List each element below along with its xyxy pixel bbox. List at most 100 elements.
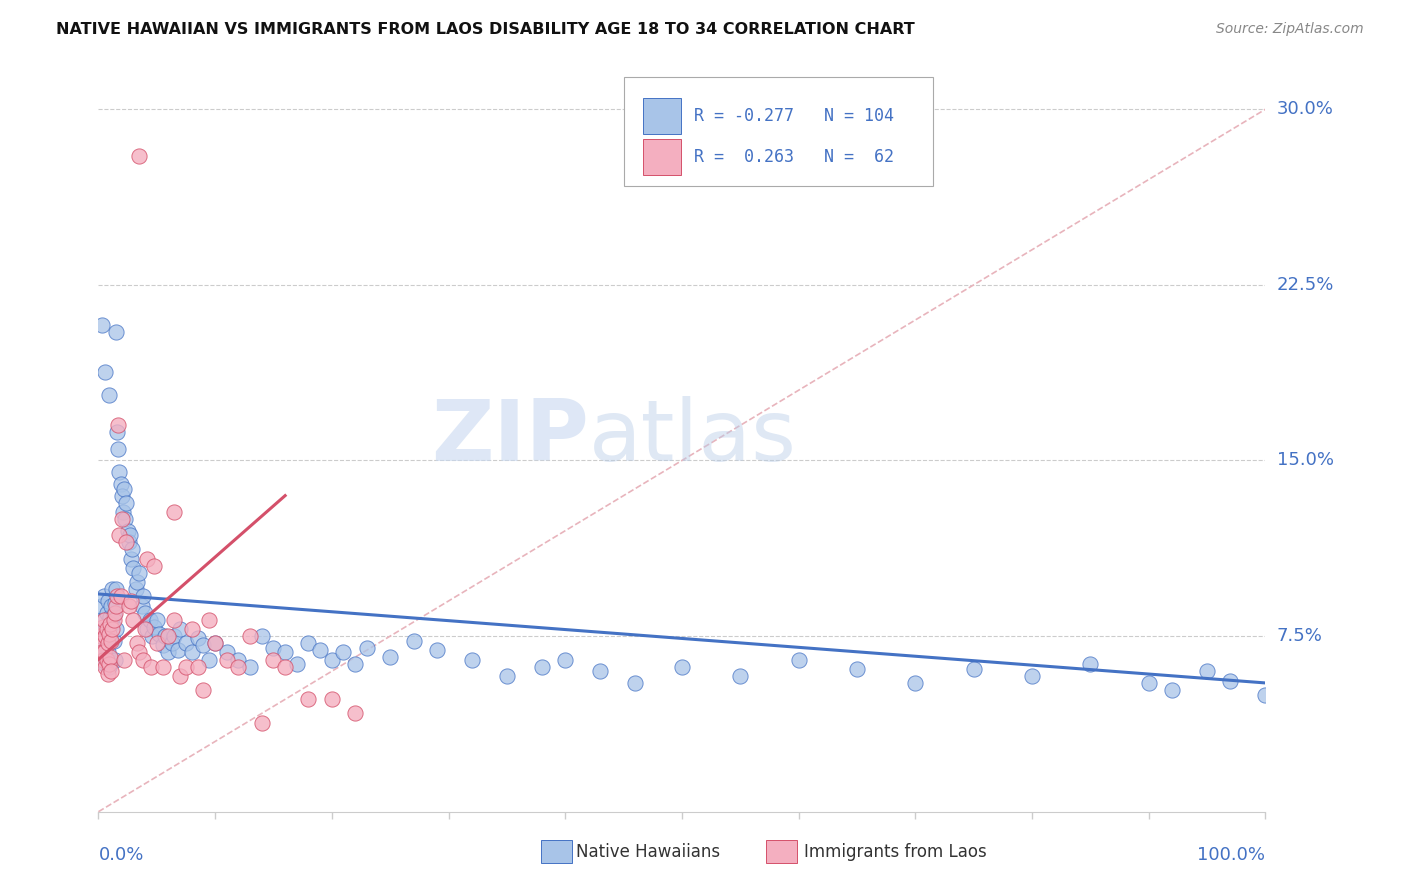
- Point: [97, 636, 120, 650]
- Point: [90, 646, 112, 660]
- Point: [204, 636, 226, 650]
- Point: [105, 425, 128, 440]
- Point: [530, 659, 553, 673]
- Point: [143, 620, 166, 634]
- Point: [125, 582, 148, 597]
- Point: [152, 639, 174, 653]
- Point: [1021, 669, 1043, 683]
- Point: [108, 465, 131, 479]
- Point: [128, 646, 150, 660]
- Text: R = -0.277   N = 104: R = -0.277 N = 104: [693, 107, 894, 125]
- Point: [174, 636, 197, 650]
- Point: [250, 715, 273, 730]
- Point: [132, 652, 155, 666]
- Point: [193, 639, 215, 653]
- Text: 100.0%: 100.0%: [1198, 847, 1265, 864]
- Point: [93, 613, 115, 627]
- Point: [107, 442, 129, 456]
- Point: [554, 652, 576, 666]
- Point: [285, 657, 308, 672]
- Point: [163, 613, 186, 627]
- Point: [96, 622, 118, 636]
- Point: [169, 669, 191, 683]
- Point: [148, 626, 170, 640]
- Point: [97, 657, 120, 672]
- Point: [89, 629, 111, 643]
- Point: [332, 646, 354, 660]
- Point: [97, 594, 120, 608]
- Point: [344, 706, 367, 721]
- Point: [426, 643, 449, 657]
- Point: [309, 643, 332, 657]
- Point: [104, 606, 127, 620]
- Point: [118, 528, 141, 542]
- Point: [141, 629, 163, 643]
- Text: 22.5%: 22.5%: [1277, 276, 1334, 293]
- Point: [139, 659, 162, 673]
- Point: [624, 676, 647, 690]
- Point: [589, 664, 612, 679]
- Point: [100, 599, 122, 613]
- Point: [1137, 676, 1160, 690]
- Point: [153, 629, 176, 643]
- Point: [143, 558, 166, 573]
- Point: [93, 643, 115, 657]
- Point: [157, 629, 180, 643]
- Point: [122, 613, 145, 627]
- Point: [115, 535, 138, 549]
- Point: [125, 575, 148, 590]
- Point: [91, 652, 114, 666]
- Point: [1195, 664, 1218, 679]
- Point: [215, 646, 238, 660]
- Point: [98, 610, 121, 624]
- Point: [103, 613, 125, 627]
- Point: [321, 652, 343, 666]
- Point: [297, 636, 319, 650]
- Point: [1080, 657, 1102, 672]
- Point: [97, 646, 120, 660]
- Point: [111, 505, 134, 519]
- Point: [90, 599, 112, 613]
- Point: [163, 505, 186, 519]
- Point: [128, 566, 150, 580]
- Point: [97, 666, 120, 681]
- Point: [104, 596, 127, 610]
- Point: [262, 652, 284, 666]
- Bar: [644, 139, 681, 175]
- Point: [110, 476, 132, 491]
- Point: [103, 608, 125, 623]
- Point: [110, 590, 132, 604]
- Point: [1161, 683, 1184, 698]
- Point: [100, 655, 122, 669]
- Point: [98, 650, 121, 665]
- Point: [146, 613, 169, 627]
- Point: [90, 629, 112, 643]
- Text: Source: ZipAtlas.com: Source: ZipAtlas.com: [1216, 22, 1364, 37]
- Point: [239, 659, 262, 673]
- Point: [904, 676, 927, 690]
- Point: [671, 659, 693, 673]
- Point: [131, 599, 153, 613]
- Text: atlas: atlas: [589, 395, 797, 479]
- Point: [120, 594, 142, 608]
- Point: [136, 551, 159, 566]
- Point: [122, 561, 145, 575]
- Point: [461, 652, 484, 666]
- Text: Native Hawaiians: Native Hawaiians: [576, 843, 721, 861]
- Point: [180, 622, 202, 636]
- Point: [134, 606, 156, 620]
- Point: [120, 551, 142, 566]
- Point: [105, 590, 128, 604]
- Point: [228, 659, 250, 673]
- Point: [152, 659, 174, 673]
- Point: [98, 633, 121, 648]
- Point: [104, 325, 127, 339]
- Point: [100, 633, 122, 648]
- Point: [204, 636, 226, 650]
- Point: [97, 626, 120, 640]
- Point: [97, 659, 120, 673]
- Text: R =  0.263   N =  62: R = 0.263 N = 62: [693, 148, 894, 166]
- Point: [160, 636, 183, 650]
- Point: [115, 495, 138, 509]
- Point: [101, 617, 124, 632]
